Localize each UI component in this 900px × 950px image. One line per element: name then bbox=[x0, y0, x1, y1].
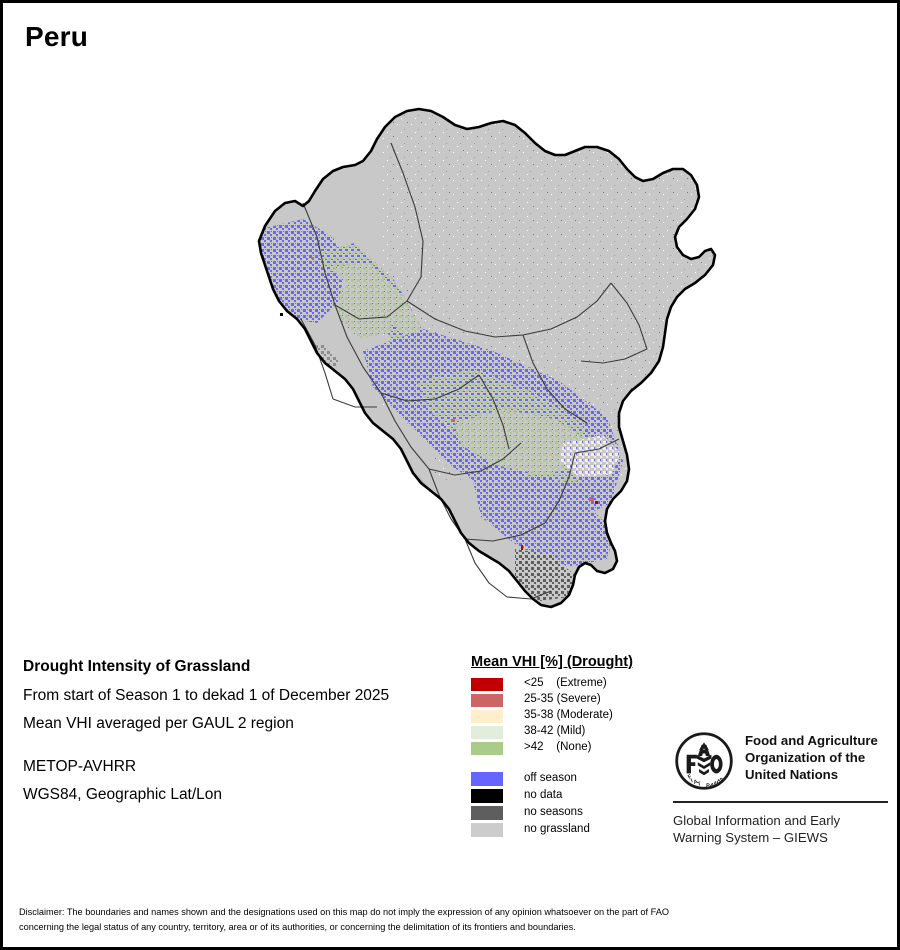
peru-map-svg[interactable] bbox=[3, 51, 897, 641]
legend-item-severe[interactable]: 25-35 (Severe) bbox=[471, 692, 701, 708]
national-border bbox=[257, 107, 717, 609]
giews-system-name: Global Information and Early Warning Sys… bbox=[673, 812, 888, 847]
map-legend: Mean VHI [%] (Drought) <25 (Extreme) 25-… bbox=[471, 654, 701, 838]
admin-boundaries bbox=[300, 142, 648, 600]
legend-item-off-season[interactable]: off season bbox=[471, 770, 701, 787]
desc-projection: WGS84, Geographic Lat/Lon bbox=[23, 786, 223, 803]
desc-period: From start of Season 1 to dekad 1 of Dec… bbox=[23, 686, 390, 704]
fao-organization-name: Food and Agriculture Organization of the… bbox=[745, 730, 878, 784]
legend-label-no-data: no data bbox=[524, 788, 563, 801]
legend-item-extreme[interactable]: <25 (Extreme) bbox=[471, 676, 701, 692]
disclaimer: Disclaimer: The boundaries and names sho… bbox=[19, 905, 881, 935]
svg-text:N: N bbox=[713, 781, 719, 788]
legend-item-no-data[interactable]: no data bbox=[471, 787, 701, 804]
legend-label-mild: 38-42 (Mild) bbox=[524, 725, 586, 738]
fao-logo-icon: F I A T P A N I S bbox=[673, 730, 735, 792]
legend-title: Mean VHI [%] (Drought) bbox=[471, 654, 633, 670]
legend-item-mild[interactable]: 38-42 (Mild) bbox=[471, 724, 701, 740]
legend-swatch-no-grassland bbox=[471, 822, 503, 837]
fao-emblem-svg: F I A T P A N I S bbox=[675, 732, 733, 790]
legend-swatch-moderate bbox=[471, 709, 503, 723]
disclaimer-line1: Disclaimer: The boundaries and names sho… bbox=[19, 907, 669, 917]
svg-text:F: F bbox=[687, 773, 694, 780]
giews-line2: Warning System – GIEWS bbox=[673, 830, 828, 846]
svg-text:A: A bbox=[709, 783, 714, 790]
fao-divider bbox=[673, 801, 888, 803]
legend-label-moderate: 35-38 (Moderate) bbox=[524, 709, 613, 722]
fao-header: F I A T P A N I S Food and Agriculture O… bbox=[673, 730, 888, 792]
desc-spacer bbox=[23, 745, 463, 759]
legend-swatch-severe bbox=[471, 693, 503, 707]
fao-org-line3: United Nations bbox=[745, 766, 839, 782]
svg-text:I: I bbox=[715, 779, 720, 785]
page-title: Peru bbox=[25, 21, 89, 52]
svg-text:T: T bbox=[697, 781, 702, 788]
legend-label-no-grassland: no grassland bbox=[524, 822, 590, 835]
legend-item-no-seasons[interactable]: no seasons bbox=[471, 804, 701, 821]
legend-label-severe: 25-35 (Severe) bbox=[524, 693, 601, 706]
svg-text:P: P bbox=[706, 783, 711, 789]
legend-group-gap bbox=[471, 756, 701, 770]
offshore-island bbox=[280, 313, 283, 316]
desc-sensor: METOP-AVHRR bbox=[23, 757, 137, 775]
map-canvas[interactable] bbox=[3, 51, 897, 641]
fao-org-line1: Food and Agriculture bbox=[745, 733, 878, 748]
legend-item-none[interactable]: >42 (None) bbox=[471, 740, 701, 756]
legend-swatch-no-data bbox=[471, 788, 503, 803]
fao-org-line2: Organization of the bbox=[745, 749, 866, 765]
legend-label-no-seasons: no seasons bbox=[524, 805, 583, 818]
legend-group-drought-classes: <25 (Extreme) 25-35 (Severe) 35-38 (Mode… bbox=[471, 676, 701, 756]
giews-line1: Global Information and Early bbox=[673, 813, 841, 828]
desc-aggregation: Mean VHI averaged per GAUL 2 region bbox=[23, 715, 294, 732]
legend-label-none: >42 (None) bbox=[524, 741, 592, 754]
map-description: Drought Intensity of Grassland From star… bbox=[23, 659, 463, 816]
legend-swatch-no-seasons bbox=[471, 805, 503, 820]
legend-item-moderate[interactable]: 35-38 (Moderate) bbox=[471, 708, 701, 724]
legend-label-off-season: off season bbox=[524, 771, 577, 784]
svg-text:I: I bbox=[690, 778, 694, 784]
svg-text:A: A bbox=[693, 779, 699, 786]
svg-text:S: S bbox=[717, 777, 724, 784]
legend-swatch-none bbox=[471, 741, 503, 755]
disclaimer-line2: concerning the legal status of any count… bbox=[19, 921, 576, 932]
legend-swatch-extreme bbox=[471, 677, 503, 691]
legend-item-no-grassland[interactable]: no grassland bbox=[471, 821, 701, 838]
legend-swatch-off-season bbox=[471, 771, 503, 786]
legend-swatch-mild bbox=[471, 725, 503, 739]
legend-group-status: off season no data no seasons no grassla… bbox=[471, 770, 701, 838]
legend-label-extreme: <25 (Extreme) bbox=[524, 677, 607, 690]
desc-heading: Drought Intensity of Grassland bbox=[23, 658, 251, 675]
fao-branding: F I A T P A N I S Food and Agriculture O… bbox=[673, 730, 888, 847]
